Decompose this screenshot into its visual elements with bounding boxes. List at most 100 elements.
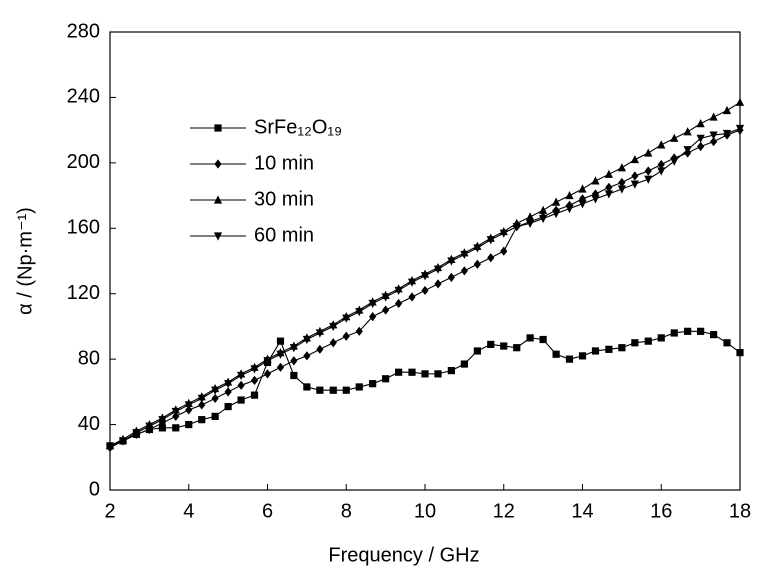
marker	[224, 380, 233, 389]
marker	[735, 97, 745, 106]
marker	[132, 429, 141, 438]
marker	[657, 167, 666, 176]
marker	[710, 331, 718, 339]
marker	[250, 365, 259, 374]
x-tick-label: 10	[414, 500, 436, 522]
marker	[303, 383, 311, 391]
marker	[211, 412, 219, 420]
y-tick-label: 0	[89, 478, 100, 500]
marker	[381, 293, 390, 302]
marker	[722, 105, 732, 115]
y-tick-label: 160	[67, 217, 100, 239]
legend-marker	[214, 159, 222, 169]
marker	[171, 407, 180, 417]
marker	[683, 146, 692, 155]
marker	[460, 250, 469, 260]
marker	[552, 350, 560, 358]
marker	[198, 400, 206, 410]
marker	[342, 314, 351, 323]
x-tick-label: 4	[183, 500, 194, 522]
legend-label: SrFe₁₂O₁₉	[254, 116, 342, 138]
marker	[683, 127, 692, 136]
marker	[604, 190, 613, 199]
marker	[211, 386, 220, 395]
marker	[185, 420, 193, 429]
y-tick-label: 80	[78, 347, 100, 369]
marker	[395, 368, 403, 376]
marker	[105, 443, 115, 453]
marker	[185, 405, 193, 415]
marker	[630, 154, 639, 164]
marker	[591, 195, 600, 204]
marker	[709, 131, 718, 140]
marker	[618, 344, 626, 352]
marker	[696, 134, 705, 143]
marker	[421, 370, 429, 378]
marker	[250, 391, 259, 399]
marker	[329, 322, 338, 332]
marker	[145, 422, 154, 431]
marker	[630, 180, 639, 189]
marker	[670, 133, 679, 142]
marker	[657, 140, 666, 149]
series-line	[109, 330, 741, 447]
marker	[500, 342, 508, 350]
marker	[539, 214, 548, 224]
marker	[736, 349, 744, 357]
marker	[303, 351, 311, 361]
marker	[697, 327, 705, 335]
marker	[290, 356, 298, 366]
marker	[735, 124, 745, 134]
marker	[644, 175, 653, 184]
marker	[237, 380, 245, 390]
marker	[644, 337, 652, 345]
marker	[290, 371, 298, 380]
marker	[447, 272, 455, 282]
marker	[368, 299, 377, 309]
marker	[565, 205, 574, 214]
marker	[473, 347, 481, 355]
marker	[315, 329, 324, 338]
marker	[355, 308, 364, 317]
marker	[237, 371, 246, 381]
marker	[684, 327, 692, 335]
marker	[382, 305, 390, 315]
marker	[578, 200, 587, 209]
marker	[394, 286, 403, 296]
marker	[434, 370, 442, 378]
marker	[302, 335, 311, 345]
marker	[552, 209, 561, 219]
marker	[407, 278, 417, 287]
marker	[342, 331, 350, 341]
marker	[434, 279, 442, 289]
x-tick-label: 16	[650, 500, 672, 522]
marker	[382, 375, 390, 383]
marker	[276, 362, 285, 372]
marker	[118, 437, 128, 446]
marker	[408, 292, 416, 302]
marker	[158, 424, 166, 432]
marker	[565, 355, 574, 363]
marker	[447, 257, 456, 266]
marker	[500, 246, 508, 256]
marker	[618, 177, 626, 188]
marker	[526, 212, 535, 221]
y-tick-label: 120	[67, 282, 100, 304]
marker	[263, 357, 272, 366]
marker	[631, 171, 639, 181]
marker	[316, 344, 324, 354]
marker	[487, 253, 495, 263]
marker	[605, 345, 613, 353]
marker	[499, 229, 508, 238]
marker	[447, 366, 455, 375]
marker	[433, 265, 443, 274]
marker	[342, 386, 350, 394]
marker	[604, 169, 613, 178]
marker	[723, 339, 731, 347]
marker	[460, 266, 468, 276]
marker	[237, 396, 245, 404]
marker	[578, 184, 587, 193]
marker	[395, 298, 403, 309]
marker	[696, 119, 705, 128]
